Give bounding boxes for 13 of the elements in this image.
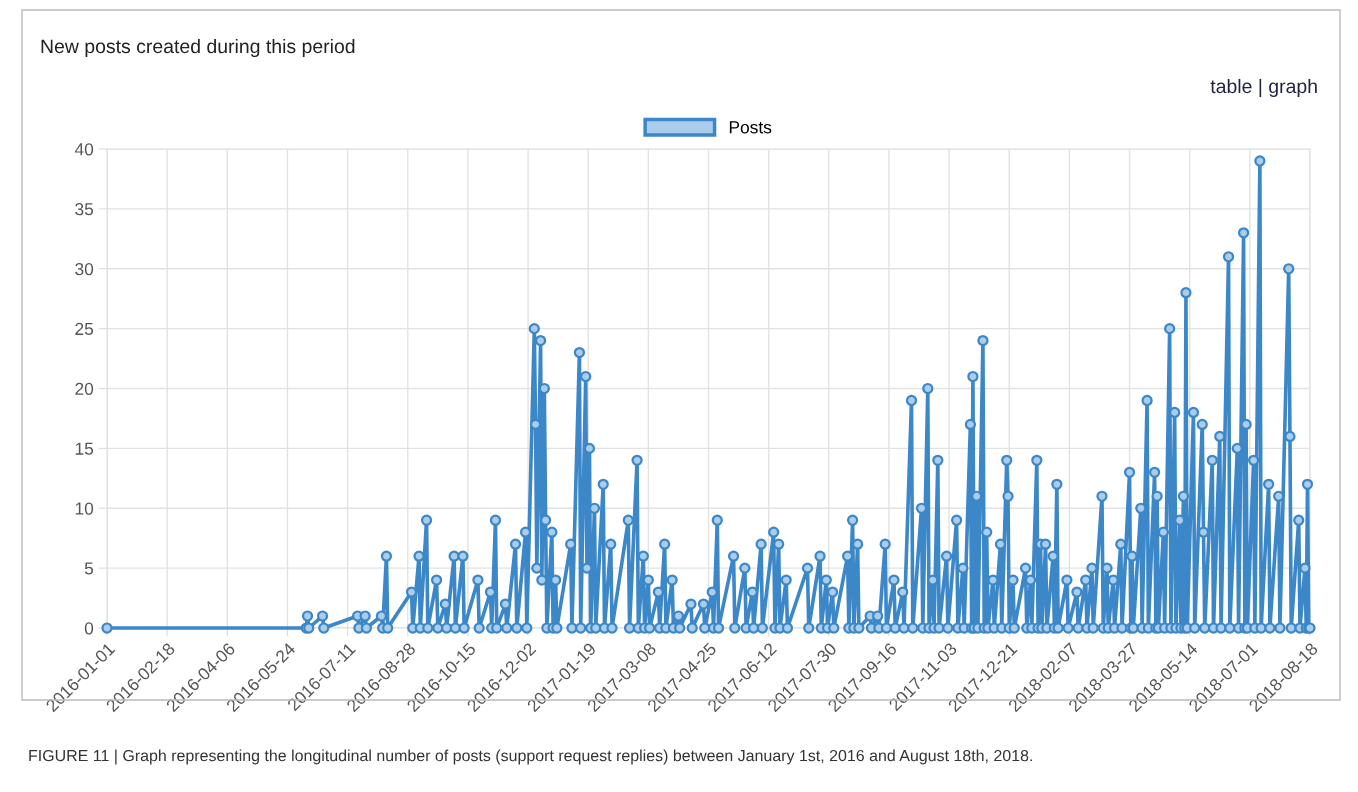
legend-label: Posts [729, 121, 772, 134]
y-tick-label: 35 [75, 203, 94, 216]
caption: FIGURE 11 | Graph representing the longitudinal number of posts (support request replies) between January 1st, 2016 and August 18th, 2018. [29, 749, 1032, 765]
y-tick-label: 20 [75, 382, 94, 395]
y-tick-label: 30 [75, 262, 94, 276]
y-tick-label: 10 [75, 502, 94, 515]
y-tick-label: 25 [75, 322, 94, 336]
y-tick-label: 15 [75, 442, 94, 455]
text: table | graph [1210, 78, 1317, 98]
y-tick-label: 5 [84, 562, 94, 575]
y-tick-label: 0 [84, 622, 94, 635]
y-tick-label: 40 [74, 143, 94, 156]
chart-title: New posts created during this period [41, 38, 355, 58]
